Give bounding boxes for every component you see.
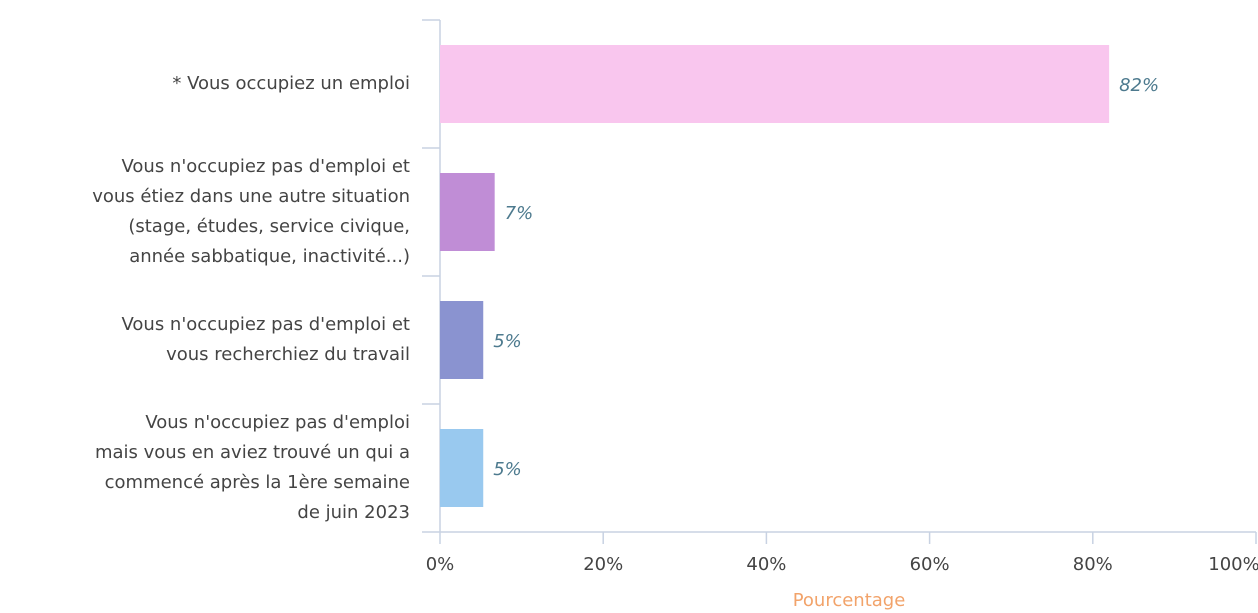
- category-label: * Vous occupiez un emploi: [172, 73, 410, 94]
- category-label: Vous n'occupiez pas d'emploi et vous éti…: [92, 156, 410, 267]
- x-tick-label: 80%: [1073, 554, 1113, 575]
- x-axis-title: Pourcentage: [793, 590, 906, 611]
- x-tick-label: 20%: [583, 554, 623, 575]
- bar: [440, 429, 484, 507]
- category-label: Vous n'occupiez pas d'emploi mais vous e…: [94, 412, 410, 523]
- data-label: 82%: [1119, 75, 1159, 96]
- x-tick-label: 0%: [426, 554, 455, 575]
- data-label: 5%: [493, 331, 522, 352]
- bar: [440, 301, 484, 379]
- data-label: 7%: [505, 203, 534, 224]
- category-label: Vous n'occupiez pas d'emploi et vous rec…: [121, 314, 410, 365]
- data-label: 5%: [493, 459, 522, 480]
- bar: [440, 173, 495, 251]
- x-tick-label: 100%: [1208, 554, 1258, 575]
- x-tick-label: 40%: [746, 554, 786, 575]
- x-tick-label: 60%: [910, 554, 950, 575]
- bar: [440, 45, 1110, 123]
